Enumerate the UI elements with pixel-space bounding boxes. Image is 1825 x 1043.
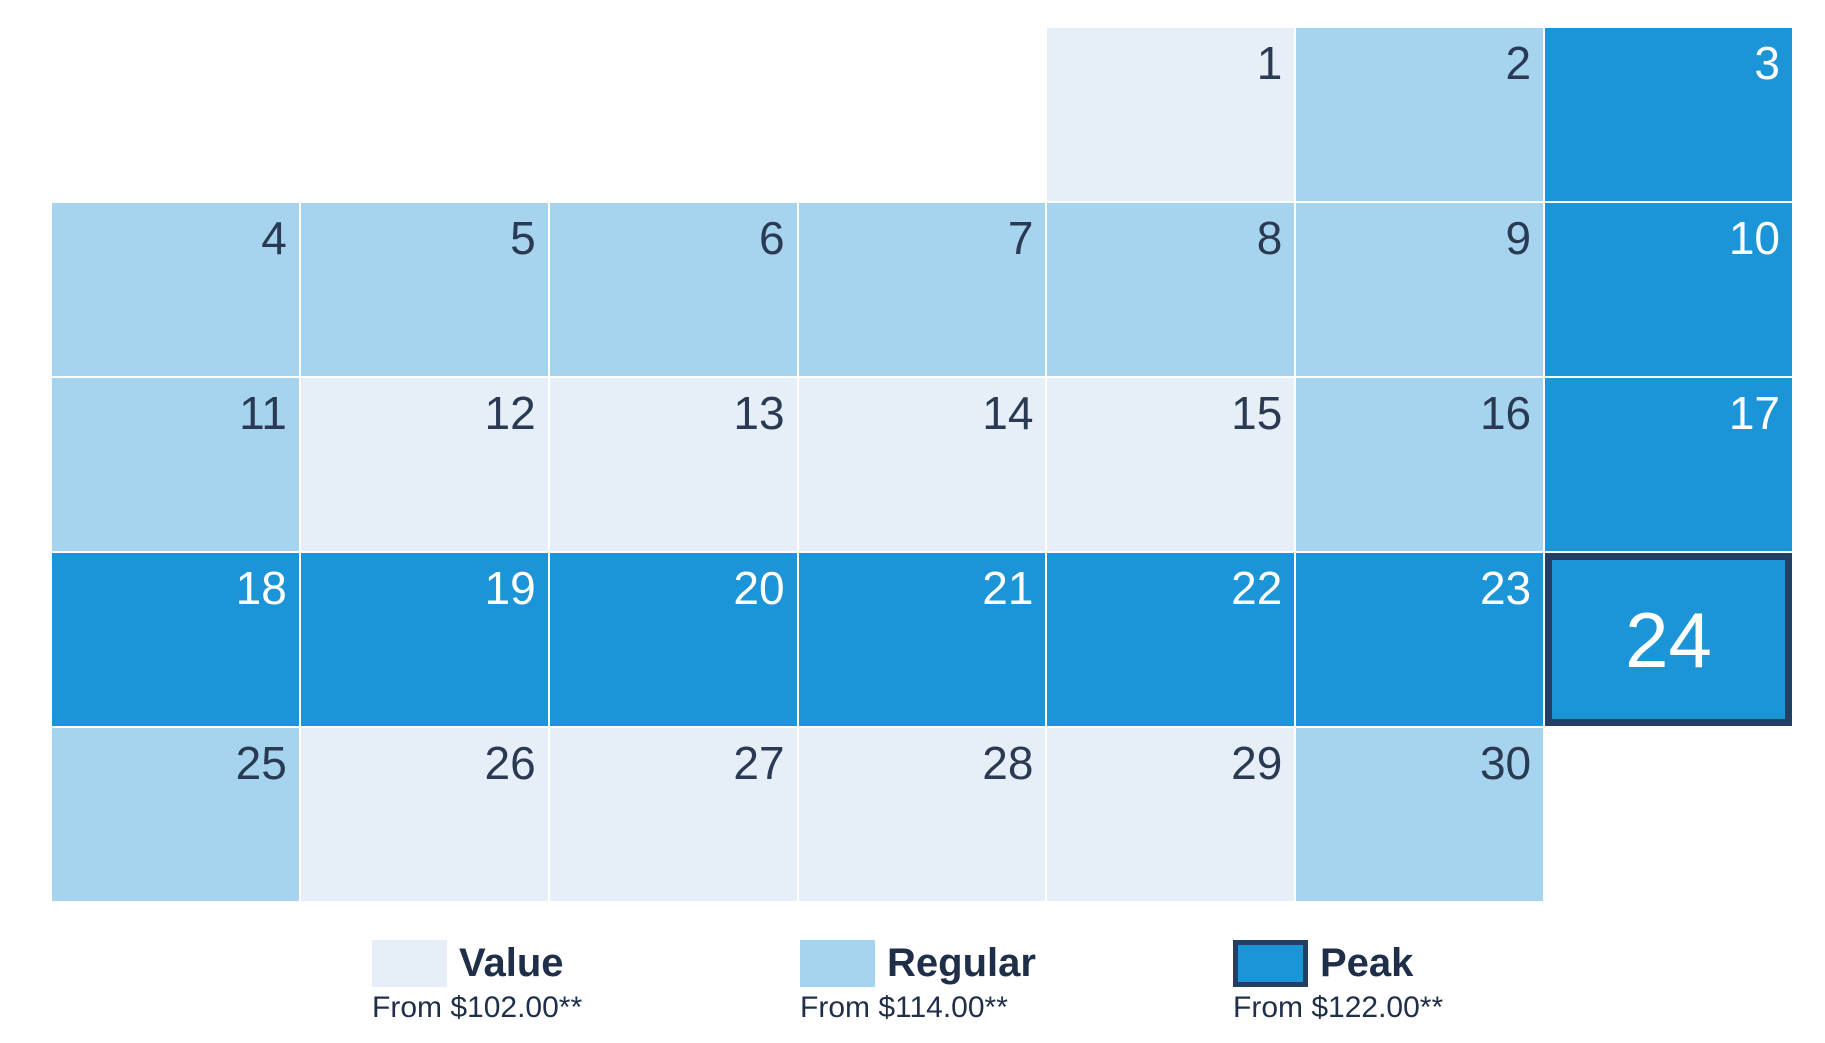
calendar-day-19[interactable]: 19 bbox=[300, 553, 548, 726]
day-number: 3 bbox=[1754, 37, 1780, 89]
day-number: 30 bbox=[1479, 737, 1532, 789]
day-number: 15 bbox=[1231, 387, 1283, 439]
calendar-day-20[interactable]: 20 bbox=[549, 553, 797, 726]
calendar-day-27[interactable]: 27 bbox=[549, 728, 797, 901]
day-number: 7 bbox=[1007, 212, 1034, 264]
calendar-day-22[interactable]: 22 bbox=[1047, 553, 1295, 726]
calendar-day-25[interactable]: 25 bbox=[52, 728, 299, 901]
calendar-day-28[interactable]: 28 bbox=[798, 728, 1046, 901]
day-number: 2 bbox=[1505, 37, 1532, 89]
day-number: 25 bbox=[235, 737, 287, 789]
day-number: 28 bbox=[982, 737, 1034, 789]
legend-value-label: Value bbox=[459, 941, 564, 985]
calendar-day-15[interactable]: 15 bbox=[1047, 378, 1295, 551]
calendar-day-3[interactable]: 3 bbox=[1545, 28, 1792, 201]
day-number: 12 bbox=[484, 387, 536, 439]
day-number: 4 bbox=[261, 212, 287, 264]
regular-swatch bbox=[800, 940, 875, 987]
calendar-blank-cell bbox=[799, 28, 1046, 201]
calendar-blank-cell bbox=[550, 28, 797, 201]
legend-regular: Regular From $114.00** bbox=[800, 940, 1036, 1025]
calendar-day-7[interactable]: 7 bbox=[798, 203, 1046, 376]
calendar-day-5[interactable]: 5 bbox=[300, 203, 548, 376]
day-number: 26 bbox=[484, 737, 536, 789]
calendar-day-10[interactable]: 10 bbox=[1545, 203, 1792, 376]
calendar-day-17[interactable]: 17 bbox=[1545, 378, 1792, 551]
calendar-day-9[interactable]: 9 bbox=[1296, 203, 1544, 376]
legend-regular-price: From $114.00** bbox=[800, 991, 1008, 1024]
day-number: 13 bbox=[733, 387, 785, 439]
calendar-day-14[interactable]: 14 bbox=[798, 378, 1046, 551]
calendar-day-26[interactable]: 26 bbox=[300, 728, 548, 901]
legend-peak-label: Peak bbox=[1320, 941, 1414, 985]
calendar-day-18[interactable]: 18 bbox=[52, 553, 299, 726]
day-number: 27 bbox=[733, 737, 785, 789]
legend-value-price: From $102.00** bbox=[372, 991, 583, 1024]
calendar-blank-cell bbox=[301, 28, 548, 201]
day-number: 19 bbox=[484, 562, 536, 614]
legend-peak: Peak From $122.00** bbox=[1233, 940, 1443, 1025]
calendar-day-4[interactable]: 4 bbox=[52, 203, 299, 376]
calendar-day-23[interactable]: 23 bbox=[1296, 553, 1544, 726]
price-legend: Value From $102.00** Regular From $114.0… bbox=[0, 940, 1825, 1040]
calendar-day-16[interactable]: 16 bbox=[1296, 378, 1544, 551]
calendar-day-30[interactable]: 30 bbox=[1296, 728, 1544, 901]
legend-value: Value From $102.00** bbox=[372, 940, 582, 1025]
calendar-day-12[interactable]: 12 bbox=[300, 378, 548, 551]
day-number: 17 bbox=[1728, 387, 1780, 439]
day-number: 9 bbox=[1505, 212, 1532, 264]
day-number: 1 bbox=[1256, 37, 1283, 89]
day-number: 18 bbox=[235, 562, 287, 614]
calendar-blank-cell bbox=[52, 28, 299, 201]
day-number: 16 bbox=[1479, 387, 1532, 439]
calendar-day-29[interactable]: 29 bbox=[1047, 728, 1295, 901]
calendar-day-8[interactable]: 8 bbox=[1047, 203, 1295, 376]
price-calendar: 1 2 3 4 5 6 7 8 9 10 11 12 13 14 15 16 17 18 19 20 21 22 23 24 2… bbox=[52, 28, 1792, 901]
day-number: 11 bbox=[239, 387, 287, 439]
day-number: 14 bbox=[982, 387, 1034, 439]
day-number: 29 bbox=[1231, 737, 1283, 789]
legend-peak-price: From $122.00** bbox=[1233, 991, 1444, 1024]
day-number: 5 bbox=[510, 212, 536, 264]
calendar-day-11[interactable]: 11 bbox=[52, 378, 299, 551]
calendar-day-21[interactable]: 21 bbox=[798, 553, 1046, 726]
calendar-day-6[interactable]: 6 bbox=[549, 203, 797, 376]
day-number: 23 bbox=[1479, 562, 1532, 614]
legend-regular-label: Regular bbox=[887, 941, 1036, 985]
day-number: 8 bbox=[1256, 212, 1283, 264]
value-swatch bbox=[372, 940, 447, 987]
day-number: 6 bbox=[758, 212, 785, 264]
calendar-day-24[interactable]: 24 bbox=[1545, 553, 1792, 726]
day-number: 21 bbox=[982, 562, 1034, 614]
day-number: 22 bbox=[1231, 562, 1283, 614]
day-number: 10 bbox=[1728, 212, 1780, 264]
peak-swatch bbox=[1233, 940, 1308, 987]
day-number: 24 bbox=[1625, 595, 1712, 684]
calendar-day-1[interactable]: 1 bbox=[1047, 28, 1295, 201]
calendar-day-13[interactable]: 13 bbox=[549, 378, 797, 551]
day-number: 20 bbox=[733, 562, 785, 614]
calendar-day-2[interactable]: 2 bbox=[1296, 28, 1544, 201]
